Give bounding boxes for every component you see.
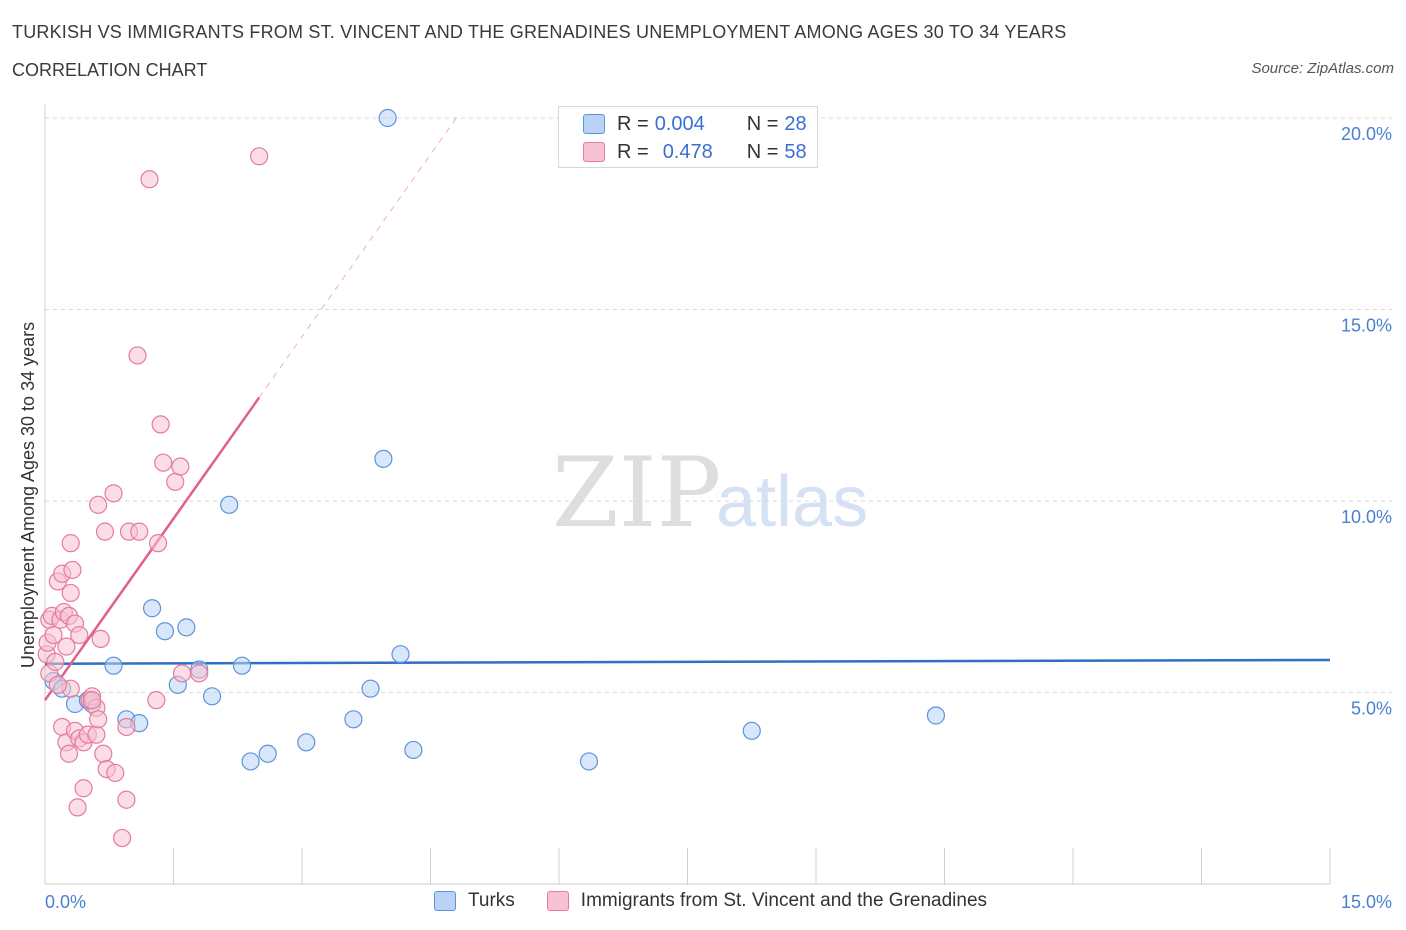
- trend-lines: [43, 117, 1331, 701]
- turks-point: [155, 622, 175, 641]
- legend-label-immigrants: Immigrants from St. Vincent and the Gren…: [580, 890, 988, 911]
- immigrants-trend-extension: [258, 117, 457, 398]
- turks-point: [926, 706, 946, 725]
- immigrants-point: [61, 534, 80, 553]
- x-tick-label: 15.0%: [1341, 892, 1392, 912]
- immigrants-point: [190, 664, 209, 683]
- immigrants-point: [89, 710, 108, 729]
- chart-subtitle: CORRELATION CHART: [12, 60, 208, 80]
- immigrants-point: [250, 147, 269, 166]
- immigrants-point: [147, 691, 166, 710]
- legend-label-turks: Turks: [468, 890, 515, 911]
- immigrants-point: [89, 495, 108, 514]
- watermark-zip: ZIP: [552, 437, 721, 549]
- turks-point: [344, 710, 363, 729]
- y-tick-label: 10.0%: [1341, 507, 1392, 527]
- y-tick-label: 15.0%: [1341, 316, 1392, 336]
- immigrants-point: [48, 675, 67, 694]
- n-label: N =: [746, 112, 779, 135]
- immigrants-point: [151, 415, 170, 434]
- immigrants-point: [94, 744, 113, 763]
- immigrants-point: [70, 625, 89, 645]
- n-value: 28: [784, 112, 807, 135]
- turks-point: [258, 744, 277, 763]
- turks-point: [579, 752, 599, 771]
- n-value: 58: [784, 140, 807, 163]
- immigrants-point: [154, 453, 173, 472]
- immigrants-point: [44, 625, 63, 645]
- y-axis-label: Unemployment Among Ages 30 to 34 years: [18, 322, 38, 668]
- immigrants-point: [106, 763, 125, 783]
- y-tick-label: 5.0%: [1351, 699, 1392, 719]
- turks-point: [241, 752, 260, 771]
- legend-item-turks: Turks: [434, 890, 515, 912]
- immigrants-swatch: [583, 142, 605, 162]
- turks-swatch: [583, 114, 605, 134]
- r-label: R =: [617, 140, 649, 163]
- turks-point: [404, 740, 423, 760]
- legend-row-turks: R = 0.004 N = 28: [583, 112, 807, 136]
- immigrants-point: [172, 664, 192, 683]
- turks-point: [742, 721, 761, 740]
- immigrants-point: [61, 583, 80, 603]
- turks-point: [232, 656, 252, 675]
- immigrants-point: [91, 629, 110, 648]
- source-label: Source: ZipAtlas.com: [1251, 60, 1394, 77]
- y-tick-label: 20.0%: [1341, 124, 1392, 144]
- turks-point: [142, 599, 162, 618]
- immigrants-point: [166, 472, 185, 491]
- turks-point: [361, 679, 380, 698]
- legend-item-immigrants: Immigrants from St. Vincent and the Gren…: [546, 890, 988, 912]
- immigrants-point: [68, 798, 87, 817]
- turks-legend-swatch: [434, 891, 456, 911]
- turks-point: [202, 687, 222, 706]
- turks-point: [104, 656, 123, 675]
- immigrants-point: [46, 652, 65, 671]
- chart-title: TURKISH VS IMMIGRANTS FROM ST. VINCENT A…: [12, 22, 1067, 42]
- immigrants-point: [117, 717, 136, 737]
- turks-point: [297, 733, 316, 752]
- stats-legend: R = 0.004 N = 28 R = 0.478 N = 58: [558, 106, 818, 168]
- immigrants-point: [112, 828, 132, 848]
- n-label: N =: [746, 140, 779, 163]
- immigrants-point: [130, 522, 149, 541]
- immigrants-point: [128, 346, 147, 365]
- immigrants-point: [74, 779, 93, 798]
- immigrants-point: [117, 790, 136, 809]
- x-tick-label: 0.0%: [45, 892, 86, 912]
- watermark-atlas: atlas: [716, 462, 868, 542]
- turks-point: [378, 108, 397, 128]
- immigrants-point: [104, 484, 123, 503]
- turks-trend-line: [44, 658, 1331, 666]
- turks-point: [391, 645, 410, 664]
- axes: 5.0% 10.0% 15.0% 20.0% 0.0% 15.0%: [44, 104, 1392, 912]
- r-value: 0.004: [654, 112, 705, 135]
- turks-point: [177, 618, 196, 637]
- immigrants-point: [87, 725, 106, 744]
- immigrants-point: [148, 534, 168, 553]
- legend-row-immigrants: R = 0.478 N = 58: [583, 140, 807, 164]
- r-label: R =: [617, 112, 649, 135]
- immigrants-legend-swatch: [546, 891, 569, 911]
- immigrants-point: [63, 560, 82, 580]
- data-points: [37, 108, 946, 848]
- immigrants-point: [57, 637, 76, 656]
- immigrants-point: [140, 170, 159, 189]
- turks-point: [220, 495, 239, 514]
- immigrants-point: [171, 457, 190, 476]
- immigrants-point: [95, 522, 115, 541]
- immigrants-point: [83, 691, 102, 710]
- series-legend: Turks Immigrants from St. Vincent and th…: [434, 890, 1019, 912]
- immigrants-point: [59, 744, 79, 763]
- grid-lines: [45, 117, 1392, 693]
- turks-point: [374, 449, 393, 468]
- r-value: 0.478: [662, 140, 713, 163]
